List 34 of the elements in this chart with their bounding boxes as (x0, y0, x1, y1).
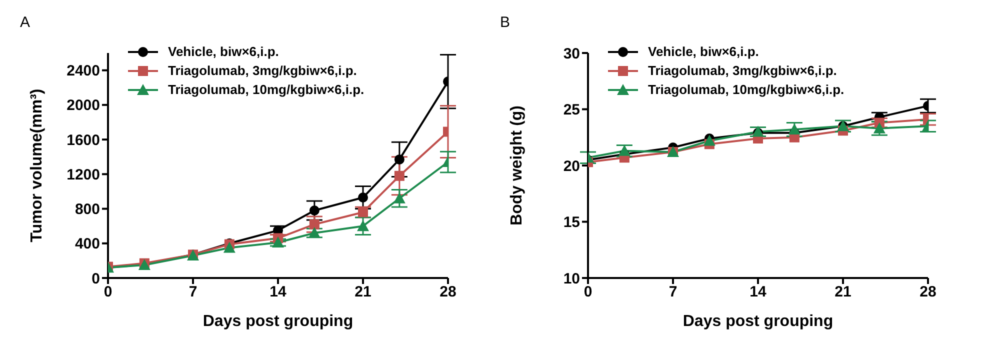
y-tick-label: 1200 (66, 166, 100, 184)
y-tick-label: 0 (92, 270, 100, 288)
x-tick-label: 14 (270, 284, 287, 301)
x-axis-title: Days post grouping (202, 313, 354, 330)
legend-label: Triagolumab, 3mg/kgbiw×6,i.p. (648, 63, 837, 78)
legend-label: Triagolumab, 10mg/kgbiw×6,i.p. (168, 82, 364, 97)
text: A (20, 14, 30, 31)
x-tick-label: 0 (104, 284, 112, 301)
x-axis-title: Days post grouping (682, 313, 834, 330)
legend-label: Vehicle, biw×6,i.p. (648, 44, 759, 59)
text: B (500, 14, 510, 31)
y-tick-label: 15 (563, 214, 580, 232)
x-tick-label: 28 (440, 284, 456, 301)
x-tick-label: 7 (188, 284, 198, 301)
y-tick-label: 800 (74, 201, 100, 218)
x-tick-label: 21 (354, 284, 372, 301)
legend-label: Triagolumab, 3mg/kgbiw×6,i.p. (168, 63, 357, 78)
y-axis-title: Body weight (g) (508, 106, 526, 226)
legend-label: Triagolumab, 10mg/kgbiw×6,i.p. (648, 82, 844, 97)
x-tick-label: 21 (834, 284, 852, 301)
x-tick-label: 0 (584, 284, 592, 301)
y-tick-label: 2000 (66, 97, 100, 114)
y-tick-label: 2400 (66, 62, 100, 80)
y-tick-label: 400 (74, 236, 100, 253)
y-axis-title: Tumor volume(mm³) (28, 88, 46, 242)
y-tick-label: 25 (563, 102, 580, 119)
y-tick-label: 1600 (66, 132, 100, 149)
y-tick-label: 30 (563, 45, 580, 62)
x-tick-label: 28 (920, 284, 936, 301)
y-tick-label: 20 (563, 158, 580, 175)
legend-label: Vehicle, biw×6,i.p. (168, 44, 279, 59)
y-tick-label: 10 (563, 270, 580, 288)
x-tick-label: 14 (750, 284, 767, 301)
x-tick-label: 7 (668, 284, 678, 301)
